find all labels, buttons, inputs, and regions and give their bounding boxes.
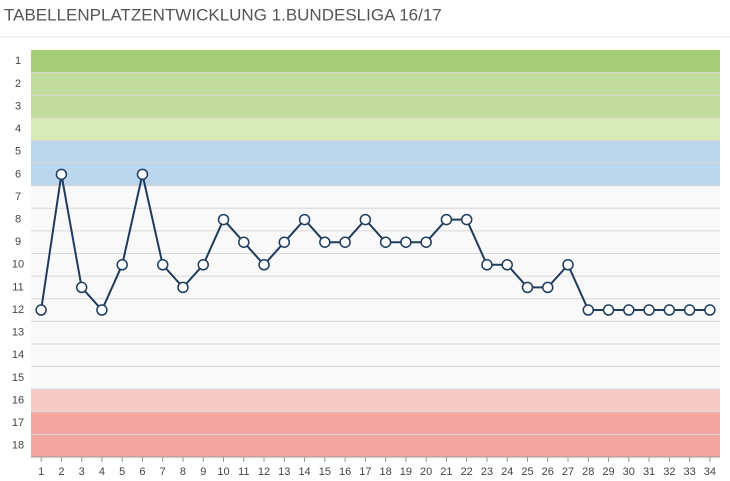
x-tick-label: 18 (380, 466, 392, 478)
match-marker (258, 259, 270, 271)
x-tick-label: 5 (119, 466, 125, 478)
series-line (40, 174, 710, 312)
x-tick-label: 19 (400, 466, 412, 478)
y-tick-label: 2 (15, 78, 21, 90)
x-tick-label: 31 (643, 466, 655, 478)
x-tick-label: 9 (200, 466, 206, 478)
y-tick-label: 1 (15, 55, 21, 67)
y-tick-label: 9 (15, 236, 21, 248)
match-marker (278, 236, 291, 248)
match-marker (683, 304, 696, 316)
match-marker (197, 259, 209, 271)
rank-band (31, 50, 720, 73)
x-tick-label: 6 (139, 466, 145, 478)
x-tick-label: 22 (461, 466, 473, 478)
x-tick-label: 24 (501, 466, 513, 478)
match-marker (704, 304, 716, 316)
match-marker (217, 213, 230, 226)
x-tick-label: 21 (440, 466, 452, 478)
y-tick-label: 18 (12, 440, 24, 452)
match-marker (116, 259, 128, 271)
y-tick-label: 13 (12, 327, 24, 339)
x-tick-label: 28 (582, 466, 594, 478)
match-marker (440, 213, 453, 226)
match-marker (379, 236, 392, 248)
x-tick-label: 10 (217, 466, 229, 478)
x-tick-label: 15 (319, 466, 331, 478)
match-marker (623, 304, 635, 316)
match-marker (238, 236, 250, 248)
x-tick-label: 4 (99, 466, 105, 478)
x-tick-label: 27 (562, 466, 574, 478)
match-marker (501, 259, 513, 271)
y-tick-label: 4 (15, 123, 21, 135)
x-tick-label: 25 (521, 466, 533, 478)
match-marker (177, 281, 189, 294)
rank-band (31, 185, 720, 390)
match-marker (643, 304, 655, 316)
rank-band (31, 117, 720, 141)
y-tick-label: 5 (15, 146, 21, 158)
x-tick-label: 34 (704, 466, 716, 478)
x-tick-label: 30 (623, 466, 635, 478)
chart-title: TABELLENPLATZENTWICKLUNG 1.BUNDESLIGA 16… (4, 5, 442, 24)
match-marker (521, 281, 534, 294)
x-tick-label: 2 (58, 466, 64, 478)
match-marker (359, 213, 372, 226)
y-tick-label: 14 (12, 349, 24, 361)
match-marker (582, 304, 595, 316)
x-tick-label: 26 (542, 466, 554, 478)
match-marker (75, 281, 88, 294)
y-tick-label: 11 (12, 281, 23, 293)
y-tick-label: 10 (12, 259, 24, 271)
x-tick-label: 12 (258, 466, 270, 478)
x-tick-label: 33 (683, 466, 695, 478)
x-tick-label: 17 (359, 466, 371, 478)
y-tick-label: 15 (12, 372, 24, 384)
match-marker (35, 304, 47, 316)
x-tick-label: 14 (298, 466, 310, 478)
x-tick-label: 23 (481, 466, 493, 478)
x-tick-label: 1 (38, 466, 44, 478)
y-tick-label: 6 (15, 168, 21, 180)
match-marker (55, 168, 68, 181)
x-tick-label: 7 (160, 466, 166, 478)
match-marker (339, 236, 351, 248)
x-tick-label: 32 (663, 466, 675, 478)
y-tick-label: 3 (15, 100, 21, 112)
y-tick-label: 8 (15, 213, 21, 225)
match-marker (96, 304, 108, 316)
match-marker (663, 304, 676, 316)
y-tick-label: 7 (15, 191, 21, 203)
match-marker (542, 281, 554, 294)
match-marker (420, 236, 432, 248)
match-marker (319, 236, 331, 248)
y-tick-label: 17 (12, 417, 24, 429)
y-tick-label: 12 (12, 304, 24, 316)
match-marker (298, 213, 311, 226)
match-marker (460, 213, 473, 226)
x-tick-label: 16 (339, 466, 351, 478)
x-tick-label: 13 (278, 466, 290, 478)
x-tick-label: 8 (180, 466, 186, 478)
match-marker (400, 236, 412, 248)
x-tick-label: 29 (602, 466, 614, 478)
x-tick-label: 11 (238, 466, 249, 478)
match-marker (136, 168, 149, 181)
match-marker (562, 259, 574, 271)
x-tick-label: 20 (420, 466, 432, 478)
y-tick-label: 16 (12, 394, 24, 406)
x-tick-label: 3 (79, 466, 85, 478)
rank-band (31, 389, 720, 412)
match-marker (156, 259, 169, 271)
match-marker (602, 304, 615, 316)
match-marker (481, 259, 493, 271)
